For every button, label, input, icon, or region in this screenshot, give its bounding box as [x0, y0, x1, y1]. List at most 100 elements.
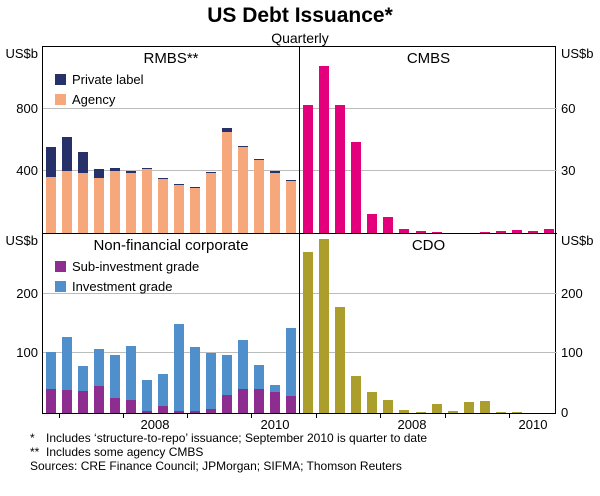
bar-cdo [447, 411, 458, 413]
panel-cdo: CDO [300, 234, 557, 413]
bar-private-label [158, 177, 168, 179]
legend-swatch-investment-grade [55, 281, 66, 292]
y-tick-label: 100 [561, 345, 583, 360]
bar-cdo [319, 238, 330, 413]
bar-sub-investment-grade [286, 396, 296, 413]
y-axis-unit: US$b [561, 46, 594, 61]
bar-sub-investment-grade [222, 395, 232, 413]
bar-agency [174, 185, 184, 233]
footnotes: * Includes ‘structure-to-repo’ issuance; … [30, 431, 592, 473]
bar-cdo [511, 412, 522, 413]
bar-sub-investment-grade [126, 399, 136, 413]
footnote-text: Includes ‘structure-to-repo’ issuance; S… [46, 431, 428, 445]
bar-cmbs [511, 229, 522, 233]
bar-sub-investment-grade [94, 386, 104, 413]
bar-cmbs [544, 228, 554, 233]
axis-tick [59, 414, 60, 418]
legend-label: Agency [72, 92, 116, 107]
bar-cmbs [479, 232, 490, 233]
axis-tick [123, 414, 124, 418]
bar-investment-grade [94, 348, 104, 387]
footnote-marker: ** [30, 445, 40, 459]
y-tick-label: 30 [561, 163, 576, 178]
y-tick-label: 100 [16, 345, 38, 360]
bar-agency [46, 177, 56, 233]
bar-private-label [46, 147, 56, 178]
bar-cmbs [367, 214, 378, 233]
bar-sub-investment-grade [158, 405, 168, 413]
y-tick-label: 200 [16, 286, 38, 301]
bar-agency [206, 173, 216, 233]
bar-cdo [383, 399, 394, 413]
footnote-text: Includes some agency CMBS [46, 445, 204, 459]
footnote-text: Sources: CRE Finance Council; JPMorgan; … [30, 459, 402, 473]
bar-sub-investment-grade [62, 390, 72, 413]
bar-agency [158, 178, 168, 233]
panel-title: CMBS [406, 50, 451, 67]
gridline [300, 170, 557, 171]
bar-investment-grade [238, 340, 248, 390]
bar-cdo [431, 404, 442, 413]
bar-private-label [222, 128, 232, 133]
gridline [43, 108, 299, 109]
y-axis-unit: US$b [5, 233, 38, 248]
y-axis-unit: US$b [561, 233, 594, 248]
gridline [43, 352, 299, 354]
legend-item: Private label [55, 72, 144, 87]
bar-sub-investment-grade [190, 411, 200, 413]
bar-private-label [286, 180, 296, 182]
footnote: * Includes ‘structure-to-repo’ issuance; … [30, 431, 592, 445]
gridline [43, 170, 299, 171]
panel-title: CDO [411, 237, 446, 254]
gridline [300, 108, 557, 109]
axis-tick [187, 414, 188, 418]
bar-cdo [463, 402, 474, 413]
bar-agency [222, 132, 232, 233]
panel-cmbs: CMBS [300, 47, 557, 234]
bar-sub-investment-grade [254, 389, 264, 413]
x-tick-label: 2010 [260, 417, 290, 432]
panel-title: RMBS** [143, 50, 199, 67]
legend-label: Sub-investment grade [72, 259, 200, 274]
bar-cdo [415, 411, 426, 413]
bar-private-label [94, 168, 104, 178]
legend-item: Sub-investment grade [55, 259, 199, 274]
bar-agency [270, 172, 280, 233]
bar-cmbs [383, 216, 394, 233]
bar-agency [254, 159, 264, 233]
axis-tick [316, 414, 317, 418]
panel-rmbs: RMBS** Private label Agency [43, 47, 300, 234]
bar-agency [126, 172, 136, 233]
bar-cdo [351, 376, 362, 413]
bar-agency [110, 171, 120, 233]
bar-cdo [399, 410, 410, 413]
bar-investment-grade [190, 347, 200, 412]
bar-investment-grade [78, 366, 88, 391]
bar-cmbs [335, 104, 346, 233]
bar-sub-investment-grade [142, 410, 152, 413]
bar-investment-grade [174, 323, 184, 412]
bar-cdo [367, 392, 378, 413]
bar-cmbs [399, 228, 410, 233]
bar-cmbs [431, 232, 442, 233]
legend: Sub-investment grade Investment grade [55, 259, 199, 299]
bar-investment-grade [142, 379, 152, 411]
bar-agency [62, 171, 72, 233]
x-tick-label: 2008 [140, 417, 170, 432]
bar-private-label [238, 145, 248, 147]
footnote: Sources: CRE Finance Council; JPMorgan; … [30, 459, 592, 473]
gridline [43, 292, 299, 294]
gridline [300, 292, 557, 294]
gridline [300, 352, 557, 354]
bar-sub-investment-grade [174, 411, 184, 413]
bar-cdo [335, 306, 346, 413]
bar-investment-grade [46, 352, 56, 390]
y-tick-label: 400 [16, 163, 38, 178]
bar-agency [78, 172, 88, 233]
bar-investment-grade [270, 384, 280, 392]
y-tick-label: 200 [561, 286, 583, 301]
bar-agency [142, 169, 152, 233]
legend-swatch-private-label [55, 74, 66, 85]
legend-swatch-agency [55, 94, 66, 105]
